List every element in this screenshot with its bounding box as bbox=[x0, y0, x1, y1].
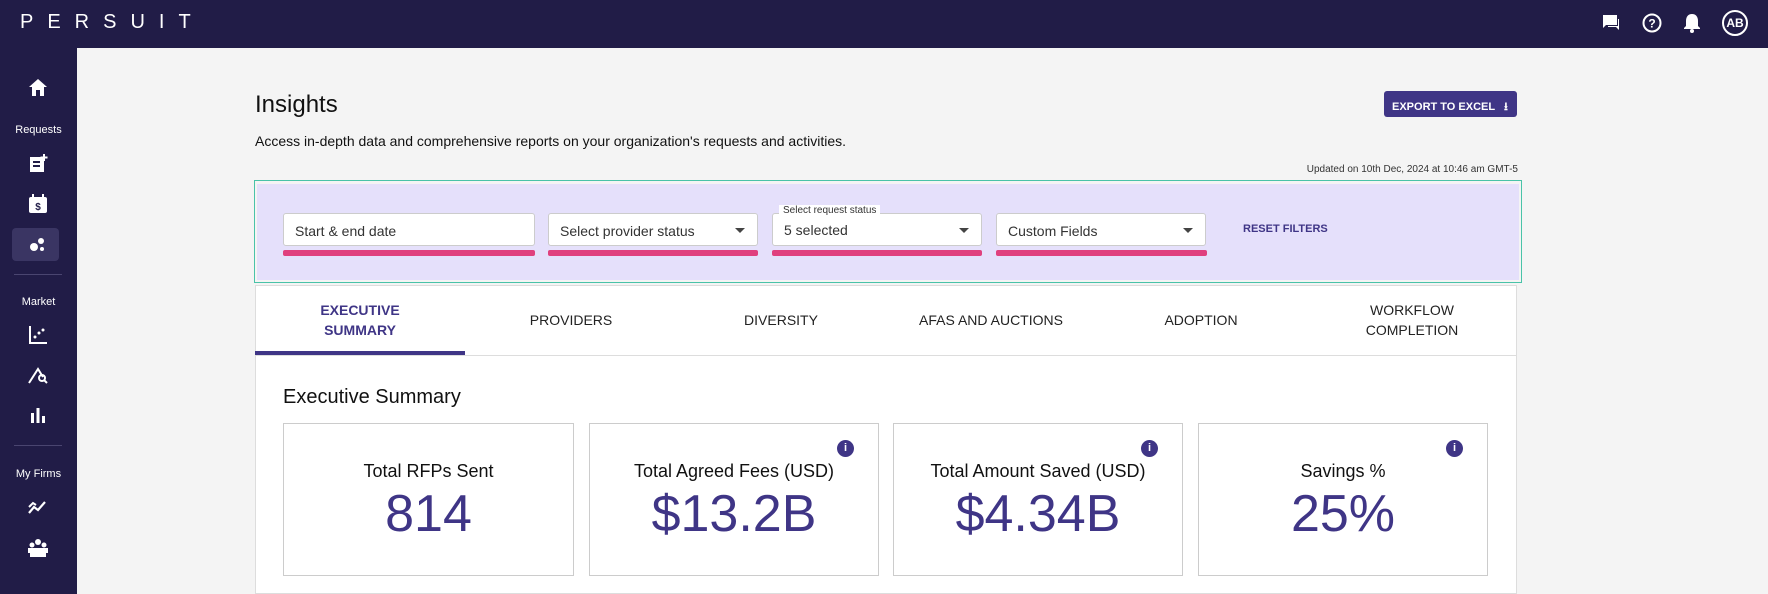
tab[interactable]: DIVERSITY bbox=[744, 312, 818, 328]
help-icon[interactable]: ? bbox=[1641, 12, 1663, 34]
filter-underline bbox=[996, 250, 1207, 256]
avatar[interactable]: AB bbox=[1722, 10, 1748, 36]
info-icon[interactable]: i bbox=[1141, 440, 1158, 457]
metric-value: $13.2B bbox=[651, 485, 817, 543]
filter-underline bbox=[548, 250, 758, 256]
info-icon[interactable]: i bbox=[837, 440, 854, 457]
metric-value: $4.34B bbox=[955, 485, 1121, 543]
metric-value: 25% bbox=[1290, 485, 1396, 543]
sidebar-section: Market bbox=[21, 296, 56, 308]
custom-fields-filter[interactable]: Custom Fields bbox=[996, 213, 1206, 246]
provider-status-text: Select provider status bbox=[560, 223, 695, 239]
active-tab-indicator bbox=[255, 351, 465, 355]
metric-label: Savings % bbox=[1300, 461, 1386, 481]
bar-chart-icon[interactable] bbox=[26, 403, 50, 427]
market-search-icon[interactable] bbox=[26, 363, 50, 387]
tab[interactable]: AFAS AND AUCTIONS bbox=[919, 312, 1063, 328]
request-status-label: Select request status bbox=[779, 205, 881, 216]
market-chart-icon[interactable] bbox=[26, 323, 50, 347]
reset-filters[interactable]: RESET FILTERS bbox=[1243, 223, 1328, 235]
home-icon[interactable] bbox=[26, 76, 50, 100]
divider bbox=[14, 274, 62, 275]
metric-label: Total Amount Saved (USD) bbox=[930, 461, 1146, 481]
date-filter[interactable]: Start & end date bbox=[283, 213, 535, 246]
export-button[interactable]: EXPORT TO EXCEL ⭳ bbox=[1384, 91, 1517, 117]
firms-icon[interactable] bbox=[26, 536, 50, 560]
top-bar: PERSUIT ? AB bbox=[0, 0, 1768, 48]
svg-text:$: $ bbox=[35, 202, 41, 213]
filter-underline bbox=[772, 250, 982, 256]
new-request-icon[interactable] bbox=[26, 152, 50, 176]
tab-divider bbox=[255, 355, 1517, 356]
tab[interactable]: WORKFLOW COMPLETION bbox=[1365, 302, 1459, 338]
sidebar-section: My Firms bbox=[15, 468, 62, 480]
export-label: EXPORT TO EXCEL bbox=[1392, 101, 1495, 113]
calendar-icon[interactable]: $ bbox=[26, 192, 50, 216]
request-status-value: 5 selected bbox=[784, 222, 848, 238]
tab[interactable]: ADOPTION bbox=[1164, 312, 1238, 328]
metric-card: i Savings % 25% bbox=[1198, 423, 1488, 576]
divider bbox=[14, 445, 62, 446]
sidebar-section: Requests bbox=[15, 124, 62, 136]
filter-outline bbox=[254, 180, 1522, 283]
tab-active[interactable]: EXECUTIVE SUMMARY bbox=[320, 302, 400, 338]
filter-underline bbox=[283, 250, 535, 256]
metric-value: 814 bbox=[385, 485, 472, 543]
section-title: Executive Summary bbox=[283, 386, 461, 408]
messages-icon[interactable] bbox=[1601, 13, 1621, 33]
sidebar bbox=[0, 48, 77, 594]
page-title: Insights bbox=[255, 91, 338, 118]
metric-card: i Total Agreed Fees (USD) $13.2B bbox=[589, 423, 879, 576]
custom-fields-text: Custom Fields bbox=[1008, 223, 1098, 239]
metric-card: Total RFPs Sent 814 bbox=[283, 423, 574, 576]
firms-trend-icon[interactable] bbox=[26, 495, 50, 519]
svg-text:?: ? bbox=[1648, 17, 1655, 31]
request-status-filter[interactable]: 5 selected bbox=[772, 213, 982, 246]
page-subtitle: Access in-depth data and comprehensive r… bbox=[255, 133, 847, 149]
insights-icon[interactable] bbox=[26, 232, 50, 256]
notifications-icon[interactable] bbox=[1682, 12, 1702, 34]
updated-timestamp: Updated on 10th Dec, 2024 at 10:46 am GM… bbox=[1306, 164, 1518, 175]
provider-status-filter[interactable]: Select provider status bbox=[548, 213, 758, 246]
logo[interactable]: PERSUIT bbox=[20, 11, 205, 33]
metric-label: Total RFPs Sent bbox=[363, 461, 494, 481]
metric-card: i Total Amount Saved (USD) $4.34B bbox=[893, 423, 1183, 576]
info-icon[interactable]: i bbox=[1446, 440, 1463, 457]
metric-label: Total Agreed Fees (USD) bbox=[633, 461, 835, 481]
tab[interactable]: PROVIDERS bbox=[529, 312, 613, 328]
